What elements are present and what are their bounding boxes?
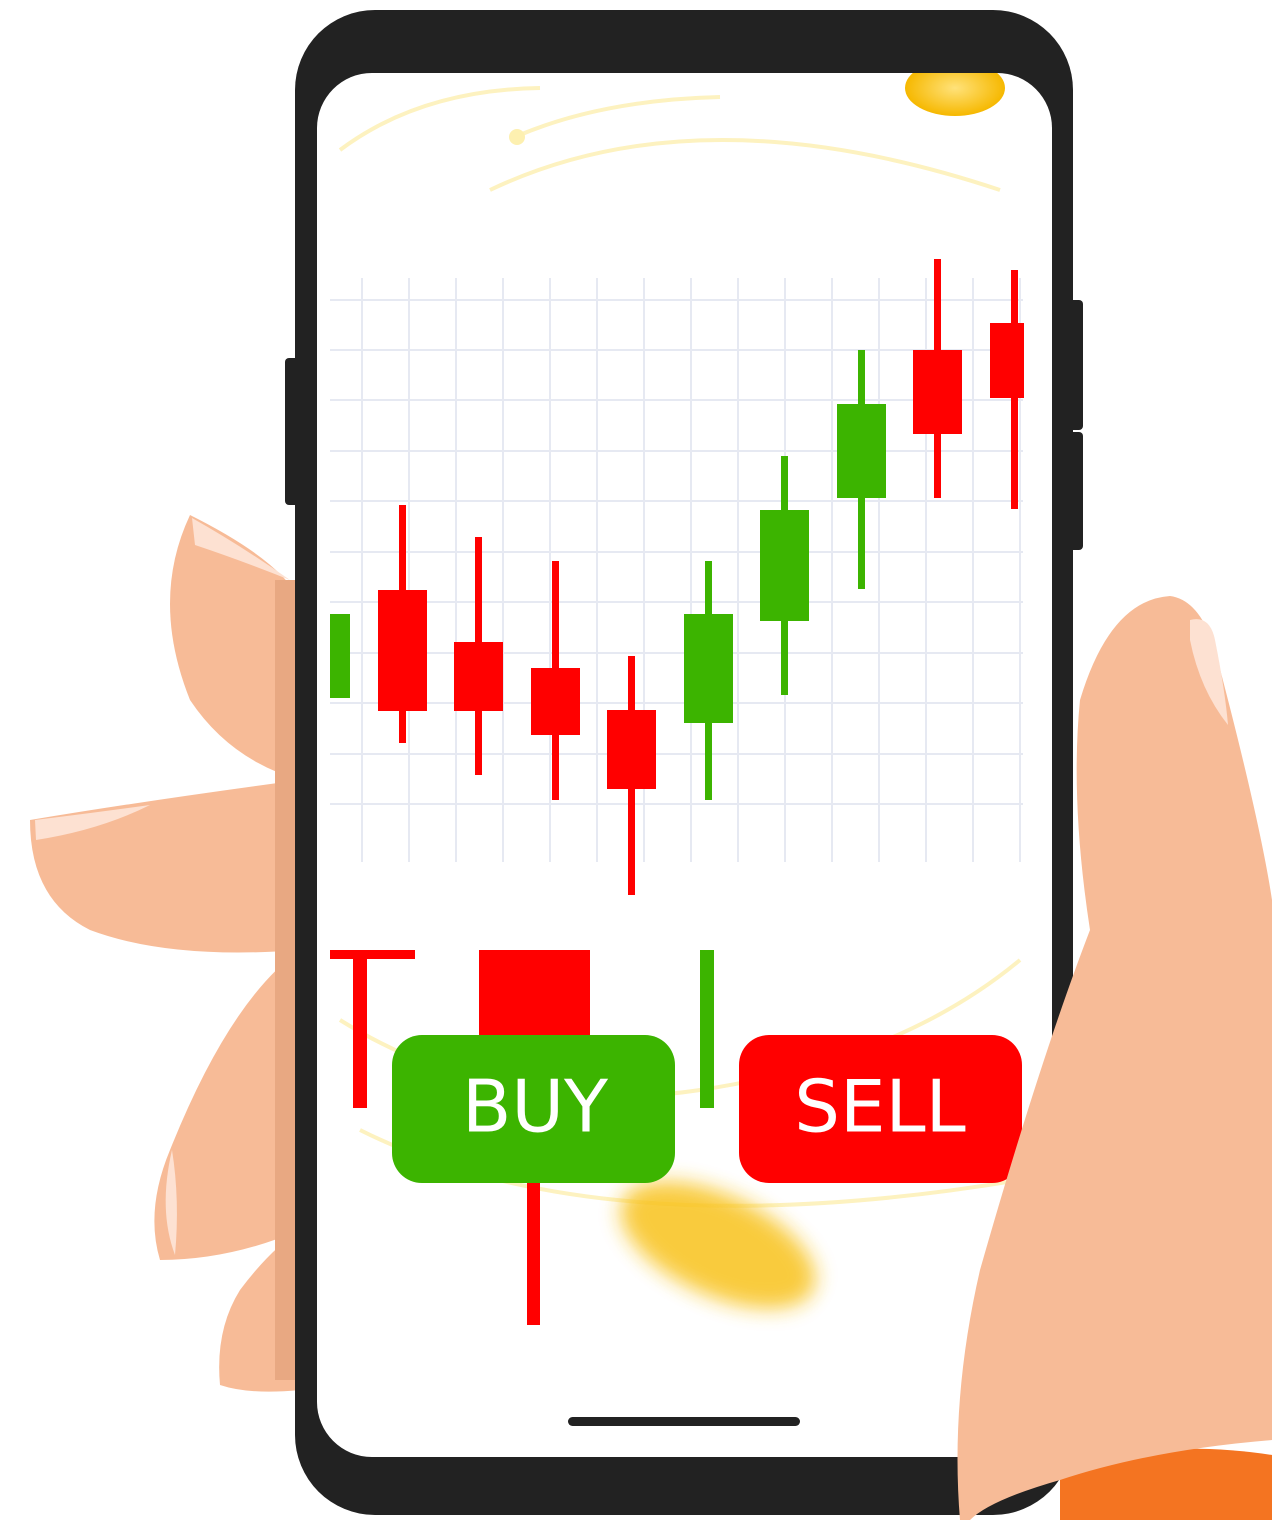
buy-button[interactable]: BUY: [392, 1035, 675, 1183]
home-indicator: [568, 1417, 800, 1426]
thumb-nail: [1190, 619, 1228, 725]
screen-content: BUY SELL: [317, 73, 1052, 1426]
sell-button[interactable]: SELL: [739, 1035, 1022, 1183]
left-hand: [30, 515, 300, 1392]
sell-button-bg[interactable]: [739, 1035, 1022, 1183]
buy-button-bg[interactable]: [392, 1035, 675, 1183]
blurred-coin: [620, 1181, 816, 1309]
lower-candles: [330, 950, 714, 1325]
coin: [905, 73, 1005, 116]
chart-panel: [317, 195, 1052, 945]
left-nails: [35, 518, 290, 1255]
buy-label[interactable]: BUY: [462, 1065, 609, 1149]
sleeve: [1060, 1448, 1272, 1520]
decor-dot: [509, 129, 525, 145]
right-thumb: [957, 596, 1272, 1520]
grid: [330, 278, 1023, 862]
candles: [330, 259, 1024, 895]
sell-label[interactable]: SELL: [794, 1065, 965, 1149]
